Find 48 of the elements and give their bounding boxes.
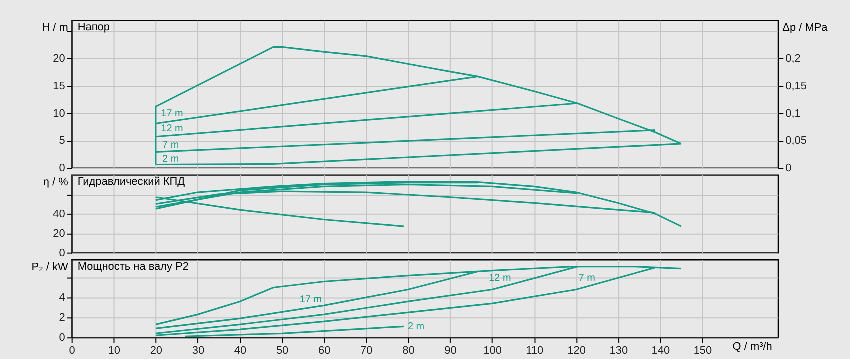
y2-axis-title: Δp / MPa [782, 22, 829, 34]
y-axis-title: P₂ / kW [32, 261, 69, 274]
x-tick-label: 60 [318, 345, 331, 358]
x-axis-title: Q / m³/h [732, 341, 772, 354]
x-tick-label: 80 [402, 345, 415, 358]
x-tick-label: 100 [484, 345, 502, 358]
y-tick-label: 15 [53, 80, 66, 92]
x-tick-label: 50 [276, 345, 289, 358]
annotation: 7 m [162, 140, 180, 152]
y-axis-title: H / m [42, 22, 68, 34]
y-tick-label: 20 [53, 228, 66, 240]
y-tick-label: 20 [53, 53, 66, 66]
y-tick-label: 0 [59, 247, 66, 260]
chart-title: Гидравлический КПД [78, 176, 186, 188]
y2-tick-label: 0,2 [786, 53, 801, 66]
x-tick-label: 0 [69, 345, 76, 358]
y-tick-label: 40 [53, 208, 66, 220]
y-tick-label: 2 [59, 312, 66, 324]
x-tick-label: 120 [568, 345, 586, 358]
annotation: 12 m [161, 124, 184, 135]
y2-tick-label: 0 [786, 162, 792, 175]
y-tick-label: 4 [59, 292, 66, 304]
annotation: 2 m [162, 154, 180, 165]
y2-tick-label: 0,15 [786, 80, 808, 92]
x-tick-label: 30 [192, 345, 205, 358]
x-tick-label: 20 [150, 345, 163, 358]
x-tick-label: 10 [108, 345, 120, 358]
y-tick-label: 0 [59, 162, 66, 175]
x-tick-label: 140 [652, 345, 670, 358]
annotation: 17 m [161, 108, 184, 120]
x-tick-label: 90 [444, 345, 457, 358]
x-tick-label: 70 [360, 345, 373, 358]
x-tick-label: 40 [234, 345, 247, 358]
x-tick-label: 150 [694, 345, 712, 358]
annotation: 17 m [300, 294, 322, 306]
chart-title: Мощность на валу P2 [78, 260, 189, 273]
x-tick-label: 130 [610, 345, 628, 358]
y2-tick-label: 0,1 [786, 108, 801, 120]
y-tick-label: 0 [59, 332, 66, 344]
y-tick-label: 5 [59, 135, 66, 148]
x-tick-label: 110 [526, 345, 544, 358]
chart-title: Напор [78, 21, 110, 34]
y2-tick-label: 0,05 [786, 135, 808, 148]
annotation: 2 m [408, 322, 425, 333]
y-axis-title: η / % [43, 176, 69, 188]
annotation: 7 m [578, 272, 596, 284]
y-tick-label: 10 [53, 108, 66, 120]
annotation: 12 m [489, 272, 512, 284]
